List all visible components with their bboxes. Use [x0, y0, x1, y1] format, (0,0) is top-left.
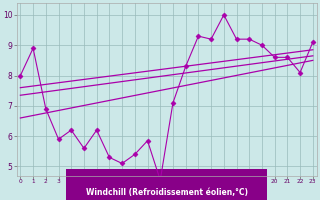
X-axis label: Windchill (Refroidissement éolien,°C): Windchill (Refroidissement éolien,°C): [85, 188, 248, 197]
